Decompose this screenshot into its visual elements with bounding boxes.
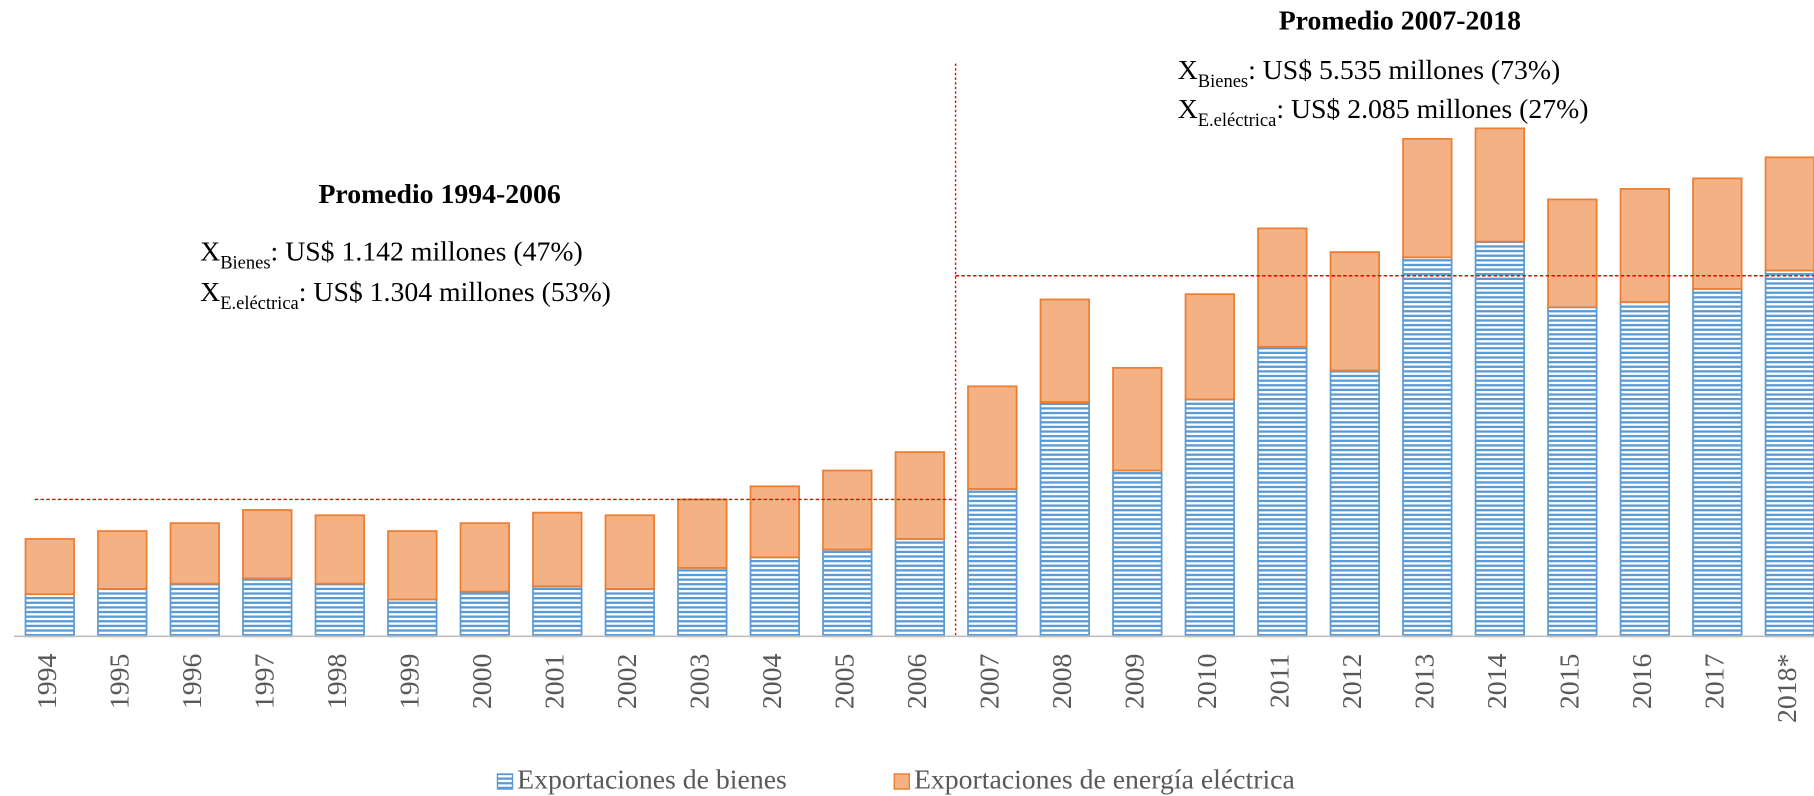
legend-swatch [496,773,514,790]
annotation-text: : US$ 5.535 millones (73%) [1248,55,1560,86]
energy-bar [1692,177,1743,290]
annotation-subscript: E.eléctrica [220,294,299,314]
goods-bar [894,538,945,638]
annotation-line: XE.eléctrica: US$ 1.304 millones (53%) [200,277,611,314]
x-tick-label: 2001 [540,654,571,710]
x-tick-label: 2010 [1192,654,1223,710]
x-tick-label: 2006 [902,654,933,710]
energy-bar [967,385,1018,490]
goods-bar [822,548,873,638]
x-tick-label: 2002 [612,654,643,710]
goods-bar [677,567,728,638]
annotation-text: : US$ 1.142 millones (47%) [271,237,583,268]
x-tick-label: 2018* [1772,654,1803,723]
x-tick-label: 2014 [1482,654,1513,710]
x-tick-label: 2004 [757,654,788,710]
goods-bar [1692,288,1743,638]
x-tick-label: 1998 [322,654,353,710]
legend-swatch [893,773,911,790]
annotation-symbol: X [1178,95,1198,126]
x-tick-label: 2017 [1700,654,1731,710]
goods-bar [1184,398,1235,638]
legend-label: Exportaciones de energía eléctrica [914,764,1295,795]
goods-bar [1402,256,1453,638]
goods-bar [604,588,655,638]
x-tick-label: 2015 [1555,654,1586,710]
goods-bar [749,556,800,638]
annotation-subscript: Bienes [1198,72,1248,92]
annotation-title: Promedio 2007-2018 [1279,6,1521,37]
annotation-symbol: X [200,277,220,308]
legend-label: Exportaciones de bienes [517,764,787,795]
x-tick-label: 2008 [1047,654,1078,710]
goods-bar [1619,301,1670,638]
energy-bar [1764,156,1814,272]
energy-bar [677,498,728,569]
energy-bar [1547,198,1598,309]
energy-bar [242,509,293,580]
energy-bar [1474,127,1525,243]
x-tick-label: 2016 [1627,654,1658,710]
x-tick-label: 2013 [1410,654,1441,710]
x-tick-label: 2012 [1337,654,1368,710]
energy-bar [1184,293,1235,401]
goods-bar [1257,345,1308,638]
energy-bar [1619,188,1670,303]
goods-bar [314,582,365,638]
x-tick-label: 2000 [467,654,498,710]
annotation-title: Promedio 1994-2006 [318,179,560,210]
energy-bar [97,530,148,590]
goods-bar [459,590,510,638]
x-tick-label: 2005 [830,654,861,710]
x-tick-label: 2011 [1265,654,1296,708]
energy-bar [1112,366,1163,472]
energy-bar [894,451,945,540]
goods-bar [97,588,148,638]
annotation-line: XBienes: US$ 5.535 millones (73%) [1178,55,1561,92]
annotation-text: : US$ 2.085 millones (27%) [1276,95,1588,126]
x-tick-label: 1999 [395,654,426,710]
goods-bar [532,585,583,638]
energy-bar [1402,138,1453,259]
x-tick-label: 1995 [105,654,136,710]
energy-bar [314,514,365,585]
goods-bar [967,488,1018,638]
energy-bar [387,530,438,601]
goods-bar [1764,269,1814,638]
energy-bar [24,538,75,596]
goods-bar [24,593,75,638]
x-tick-label: 1996 [177,654,208,710]
annotation-line: XE.eléctrica: US$ 2.085 millones (27%) [1178,95,1589,132]
annotation-symbol: X [200,237,220,268]
energy-bar [1257,227,1308,348]
energy-bar [169,522,220,585]
x-tick-label: 2003 [685,654,716,710]
annotation-symbol: X [1178,55,1198,86]
energy-bar [604,514,655,590]
goods-bar [169,582,220,638]
annotation-line: XBienes: US$ 1.142 millones (47%) [200,237,583,274]
energy-bar [1329,251,1380,372]
energy-bar [532,511,583,588]
goods-bar [387,598,438,638]
energy-bar [459,522,510,593]
goods-bar [1547,306,1598,638]
annotation-subscript: Bienes [220,254,270,274]
annotation-subscript: E.eléctrica [1198,111,1277,131]
energy-bar [1039,298,1090,403]
goods-bar [242,577,293,638]
goods-bar [1474,240,1525,638]
x-tick-label: 1997 [250,654,281,710]
energy-bar [822,469,873,551]
goods-bar [1329,369,1380,638]
x-tick-label: 2007 [975,654,1006,710]
x-tick-label: 1994 [32,654,63,710]
energy-bar [749,485,800,559]
goods-bar [1039,401,1090,638]
goods-bar [1112,469,1163,638]
annotation-text: : US$ 1.304 millones (53%) [299,277,611,308]
x-tick-label: 2009 [1120,654,1151,710]
